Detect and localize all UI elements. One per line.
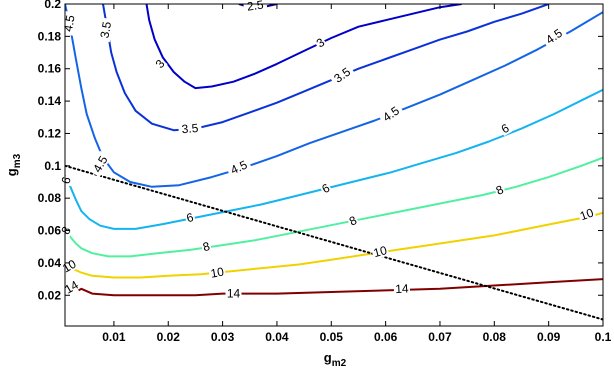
contour-label-bg	[318, 180, 333, 196]
contour-line-3.5	[102, 4, 550, 132]
contour-label-text: 4.5	[228, 157, 249, 177]
y-tick-label: 0.02	[38, 288, 62, 302]
contour-label-bg	[208, 264, 227, 280]
contour-label-bg	[225, 286, 242, 300]
contour-label-6: 6	[183, 209, 196, 225]
contour-label-3.5: 3.5	[177, 120, 202, 136]
contour-label-text: 2.5	[246, 0, 265, 14]
x-tick-label: 0.06	[374, 330, 398, 344]
y-tick-label: 0.08	[38, 191, 62, 205]
y-axis-label: gm3	[4, 153, 23, 176]
contour-label-text: 10	[372, 243, 389, 260]
contour-label-bg	[328, 62, 356, 87]
contour-label-text: 14	[227, 287, 241, 301]
contour-label-6: 6	[58, 174, 74, 187]
contour-label-text: 8	[201, 239, 211, 254]
contour-label-bg	[345, 212, 360, 229]
contour-label-text: 6	[58, 175, 73, 185]
contour-label-10: 10	[576, 205, 597, 223]
y-tick-label: 0.04	[38, 256, 62, 270]
contour-label-text: 14	[395, 281, 409, 296]
contour-label-bg	[183, 209, 196, 225]
contour-label-bg	[492, 181, 507, 198]
contour-label-bg	[242, 0, 268, 14]
contour-label-text: 4.5	[61, 14, 78, 33]
contour-label-bg	[540, 24, 567, 48]
contour-label-bg	[370, 242, 390, 260]
contour-label-10: 10	[370, 242, 390, 260]
x-tick-label: 0.08	[483, 330, 507, 344]
contour-label-bg	[200, 238, 213, 254]
contour-label-3.5: 3.5	[96, 17, 114, 43]
contour-label-bg	[377, 101, 404, 126]
contour-label-bg	[393, 281, 411, 296]
contour-label-bg	[58, 256, 80, 276]
x-tick-label: 0.01	[102, 330, 126, 344]
x-tick-label: 0.09	[537, 330, 561, 344]
y-tick-label: 0.2	[44, 0, 61, 11]
y-tick-label: 0.1	[44, 159, 61, 173]
contour-label-14: 14	[225, 286, 242, 301]
contour-label-10: 10	[208, 264, 227, 281]
contour-line-10	[65, 211, 603, 279]
contour-label-bg	[576, 205, 597, 223]
x-axis-label-sub: m2	[332, 358, 347, 369]
y-tick-label: 0.14	[38, 94, 62, 108]
y-tick-label: 0.16	[38, 62, 62, 76]
contour-label-bg	[225, 156, 252, 178]
contour-label-bg	[96, 17, 114, 43]
x-axis-label: gm2	[324, 350, 347, 369]
y-axis-label-sub: m3	[12, 153, 23, 168]
reference-line	[65, 164, 603, 321]
x-tick-label: 0.05	[320, 330, 344, 344]
x-axis-label-main: g	[324, 350, 332, 365]
plot-frame	[64, 3, 604, 327]
contour-label-4.5: 4.5	[225, 156, 252, 178]
contour-label-bg	[497, 120, 513, 137]
contour-label-text: 10	[578, 205, 596, 223]
contour-label-bg	[312, 34, 328, 51]
contour-label-8: 8	[200, 238, 213, 254]
y-axis-label-main: g	[4, 168, 19, 176]
contour-label-text: 3.5	[97, 20, 114, 39]
contour-label-14: 14	[393, 281, 411, 296]
y-tick-label: 0.12	[38, 126, 62, 140]
contour-label-extra: 14	[62, 278, 81, 297]
x-tick-label: 0.04	[265, 330, 289, 344]
x-tick-label: 0.07	[428, 330, 452, 344]
contour-label-text: 6	[185, 210, 195, 225]
reference-line-group	[65, 164, 603, 321]
x-tick-label: 0.03	[211, 330, 235, 344]
y-tick-label: 0.06	[38, 224, 62, 238]
plot-background	[65, 4, 603, 326]
y-tick-label: 0.18	[38, 29, 62, 43]
contour-line-3	[145, 4, 462, 90]
x-tick-label: 0.1	[595, 330, 612, 344]
contour-label-bg	[58, 174, 74, 187]
contour-label-bg	[151, 55, 168, 72]
contour-label-bg	[88, 150, 112, 178]
x-tick-label: 0.02	[157, 330, 181, 344]
y-axis-ticks: 0.02 0.04 0.06 0.08 0.1 0.12 0.14 0.16 0.18 0.2	[38, 0, 603, 302]
contour-label-text: 3.5	[181, 121, 199, 136]
contour-label-text: 10	[209, 264, 225, 280]
x-axis-ticks: 0.01 0.02 0.03 0.04 0.05 0.06 0.07 0.08 0.09 0.1	[102, 4, 612, 344]
contour-label-2.5: 2.5	[242, 0, 268, 14]
contour-line-4.5	[65, 4, 603, 188]
contour-line-14	[78, 278, 603, 297]
contour-line-6	[65, 88, 603, 230]
contour-label-bg	[177, 120, 202, 136]
